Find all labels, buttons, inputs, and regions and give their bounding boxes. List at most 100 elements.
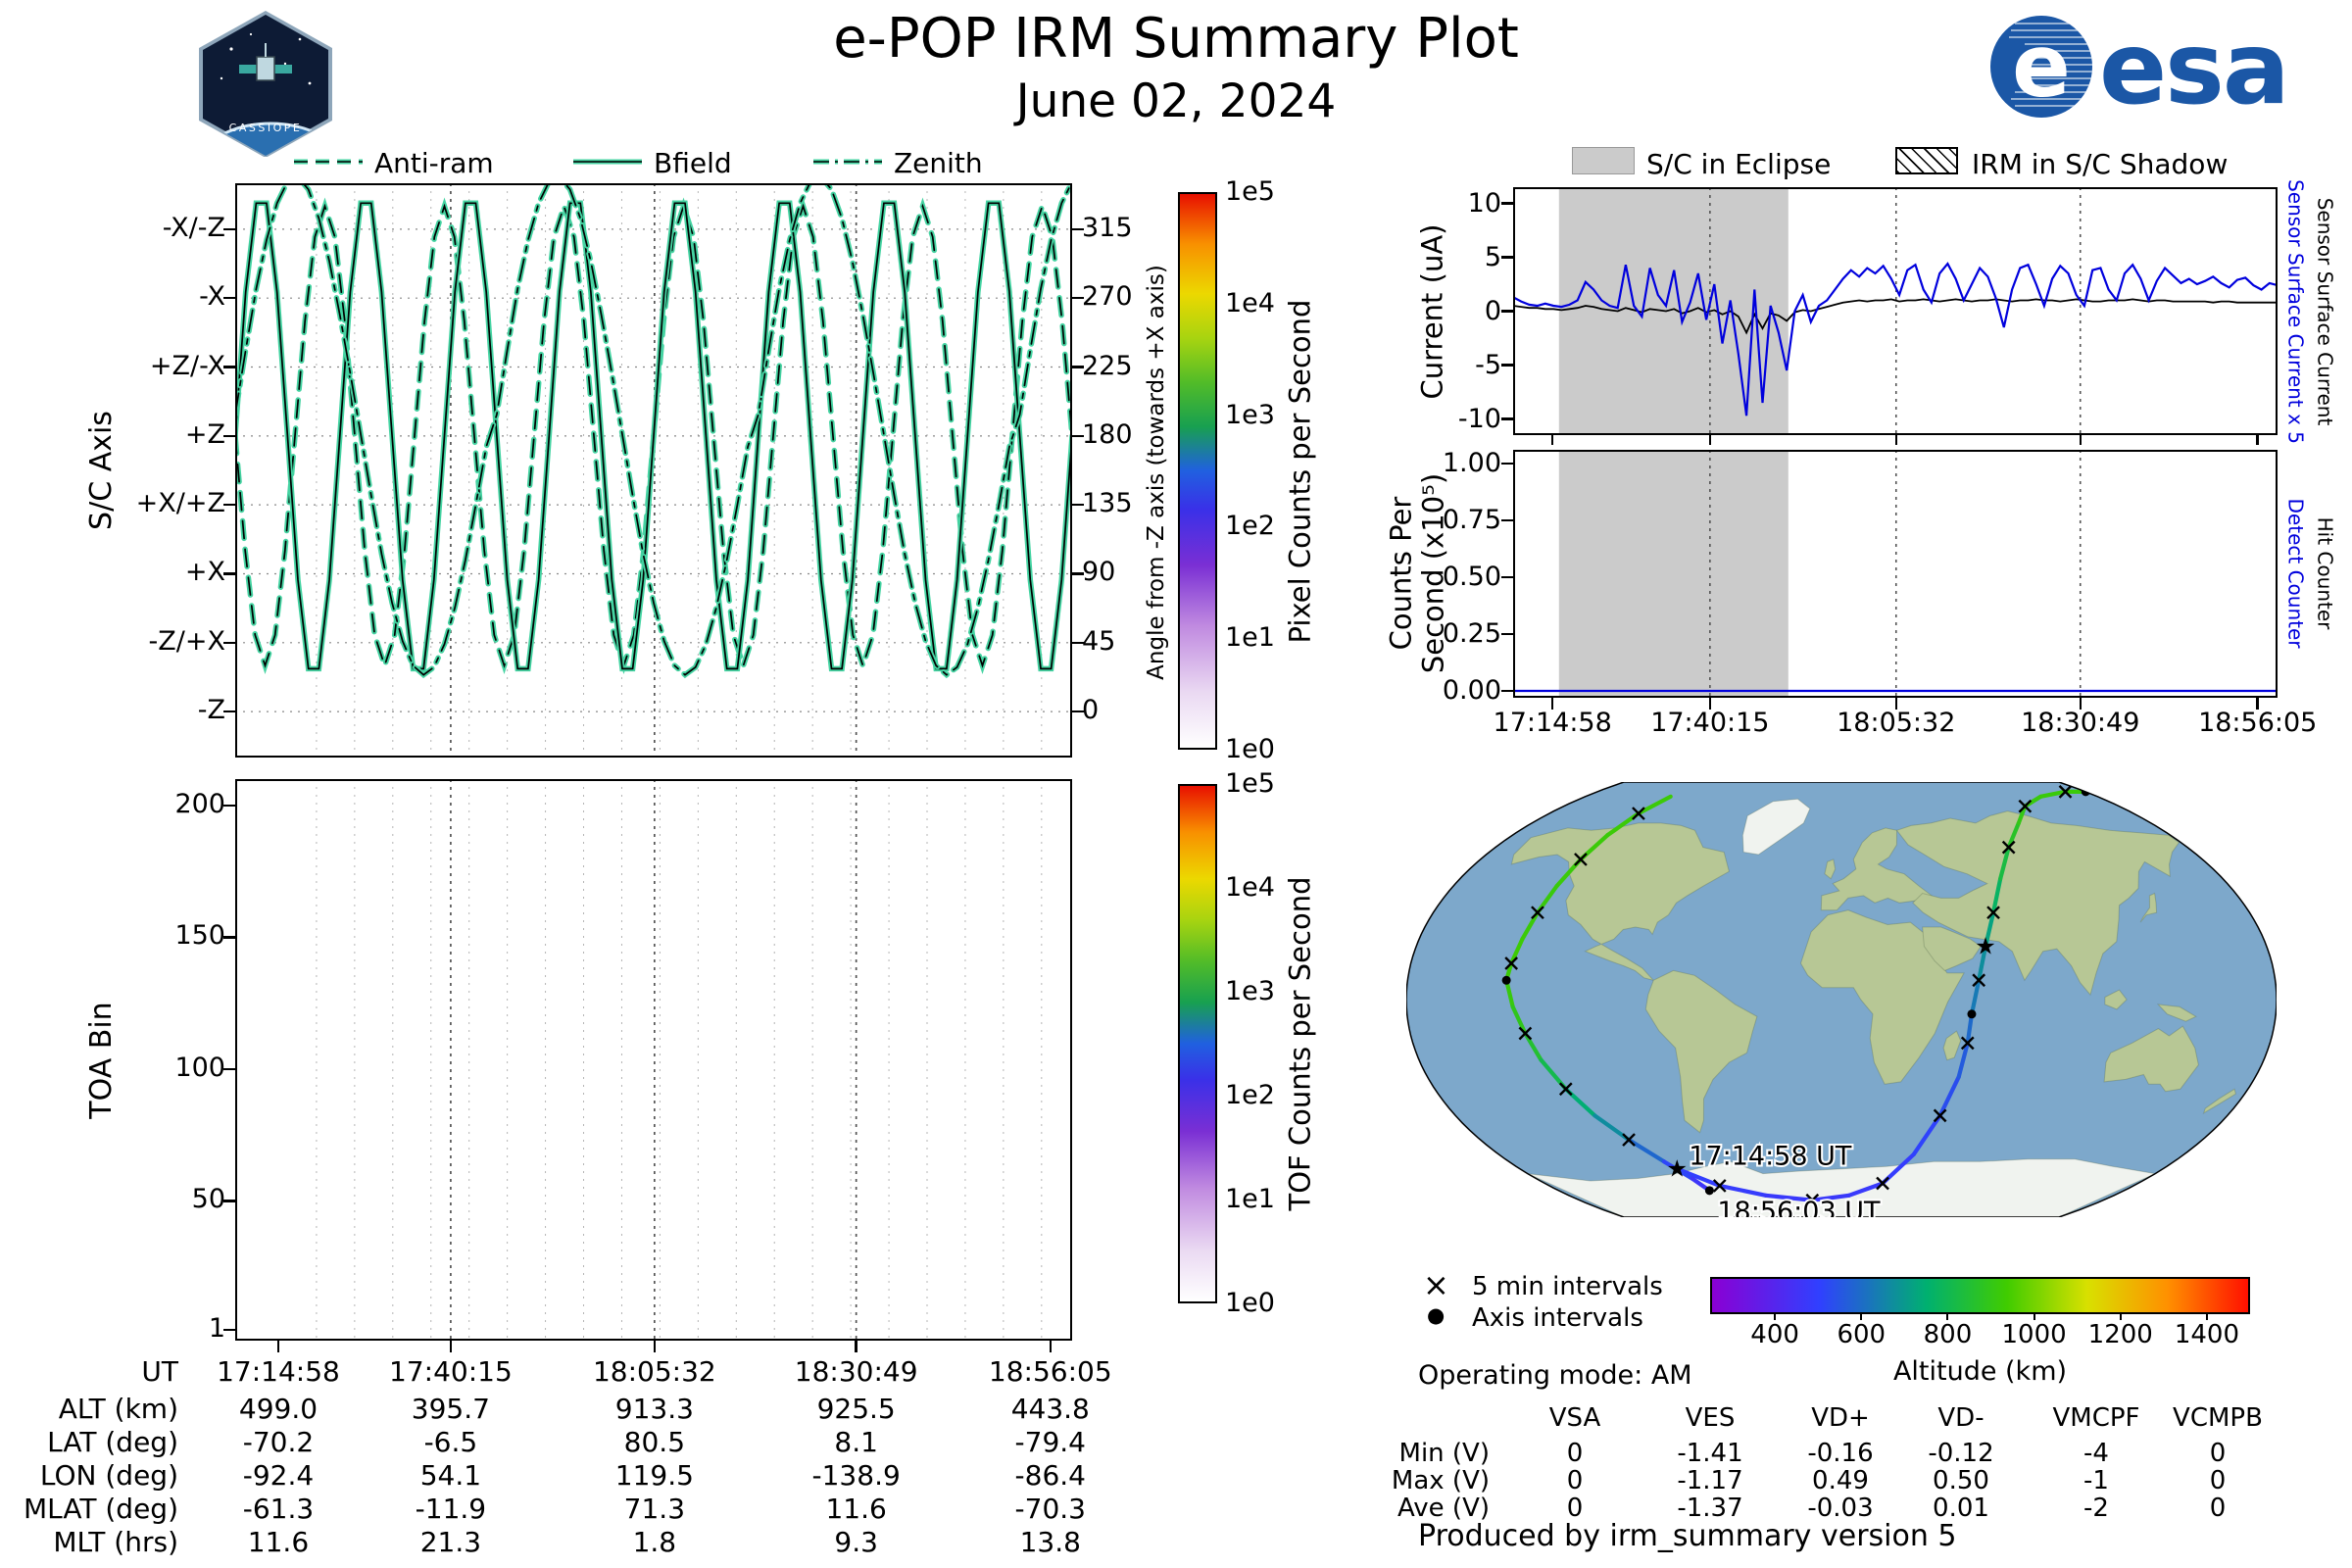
- legend-line-sample-solid: [573, 159, 642, 165]
- counts-plot: [1513, 450, 2278, 698]
- tick-mark: [2256, 698, 2259, 710]
- legend-item-label: Bfield: [654, 147, 732, 179]
- altitude-tick-label: 600: [1837, 1320, 1886, 1349]
- tof-colorbar-tick-label: 1e2: [1225, 1080, 1275, 1110]
- ephemeris-cell: 925.5: [816, 1393, 896, 1425]
- svg-text:★: ★: [1667, 1155, 1689, 1183]
- toa-ytick-label: 150: [174, 920, 225, 952]
- pixel-colorbar-tick-label: 1e4: [1225, 287, 1275, 318]
- tick-mark: [223, 572, 235, 575]
- tick-mark: [223, 641, 235, 645]
- ephemeris-cell: 8.1: [834, 1426, 878, 1458]
- altitude-colorbar: [1710, 1277, 2250, 1314]
- ephemeris-cell: -92.4: [242, 1459, 315, 1492]
- tick-mark: [1072, 641, 1084, 645]
- ephemeris-cell: -138.9: [811, 1459, 901, 1492]
- hit-counter-label: Hit Counter: [2313, 516, 2337, 630]
- voltage-cell: 0: [2209, 1439, 2227, 1468]
- cassiope-badge: CASSIOPE: [199, 11, 332, 157]
- dot-marker-glyph: ●: [1427, 1303, 1446, 1327]
- voltage-header: VD+: [1811, 1403, 1870, 1433]
- sc-ytick-label: -X/-Z: [162, 212, 225, 243]
- voltage-cell: -1.41: [1677, 1439, 1743, 1468]
- tick-mark: [449, 1341, 453, 1352]
- angle-tick-label: 90: [1082, 557, 1116, 588]
- angle-axis-label: Angle from -Z axis (towards +X axis): [1143, 265, 1169, 680]
- right-xtick-label: 18:30:49: [2021, 708, 2140, 738]
- tick-mark: [223, 804, 235, 808]
- voltage-cell: 0.01: [1933, 1494, 1989, 1523]
- tick-mark: [1708, 435, 1712, 445]
- ephemeris-cell: -61.3: [242, 1493, 315, 1525]
- pixel-colorbar: [1178, 192, 1217, 750]
- tof-colorbar: [1178, 784, 1217, 1303]
- ephemeris-cell: 119.5: [614, 1459, 694, 1492]
- tick-mark: [1860, 1312, 1863, 1320]
- ephemeris-cell: -86.4: [1014, 1459, 1086, 1492]
- voltage-cell: -0.12: [1928, 1439, 1994, 1468]
- tick-mark: [1550, 435, 1554, 445]
- tick-mark: [2079, 698, 2082, 710]
- tick-mark: [2256, 435, 2259, 445]
- angle-tick-label: 315: [1082, 212, 1133, 243]
- ephemeris-cell: 13.8: [1019, 1526, 1081, 1558]
- sc-ytick-label: +X: [184, 557, 225, 588]
- ephemeris-cell: 18:05:32: [592, 1355, 716, 1388]
- ephemeris-cell: 80.5: [623, 1426, 686, 1458]
- tof-colorbar-tick-label: 1e1: [1225, 1184, 1275, 1214]
- track-start-label: 17:14:58 UT: [1689, 1142, 1852, 1172]
- current-ytick-label: -5: [1475, 349, 1501, 380]
- voltage-cell: 0: [1566, 1494, 1584, 1523]
- angle-tick-label: 135: [1082, 488, 1133, 519]
- ephemeris-cell: 11.6: [825, 1493, 887, 1525]
- sc-ytick-label: +Z/-X: [149, 350, 225, 381]
- tick-mark: [1072, 710, 1084, 713]
- esa-wordmark: esa: [2099, 11, 2288, 125]
- voltage-cell: -0.16: [1807, 1439, 1874, 1468]
- tick-mark: [223, 366, 235, 368]
- cross-legend-label: 5 min intervals: [1472, 1272, 1663, 1301]
- tick-mark: [1501, 575, 1513, 579]
- tick-mark: [223, 296, 235, 300]
- ephemeris-cell: -6.5: [423, 1426, 478, 1458]
- ephemeris-cell: 913.3: [614, 1393, 694, 1425]
- tick-mark: [1501, 256, 1513, 259]
- voltage-cell: 0: [1566, 1466, 1584, 1495]
- tick-mark: [2205, 1312, 2208, 1320]
- shadow-legend-swatch: [1895, 147, 1958, 174]
- tick-mark: [1894, 435, 1898, 445]
- sc-axis-plot: [235, 183, 1072, 758]
- voltage-header: VES: [1685, 1403, 1736, 1433]
- tof-colorbar-tick-label: 1e5: [1225, 768, 1275, 799]
- tick-mark: [223, 503, 235, 507]
- ephemeris-row-label: ALT (km): [58, 1393, 178, 1425]
- tick-mark: [1501, 310, 1513, 313]
- altitude-bar-label: Altitude (km): [1892, 1356, 2068, 1387]
- tick-mark: [276, 1341, 280, 1352]
- ephemeris-cell: 1.8: [632, 1526, 677, 1558]
- toa-ytick-label: 100: [174, 1052, 225, 1083]
- voltage-cell: 0: [2209, 1494, 2227, 1523]
- tof-colorbar-tick-label: 1e3: [1225, 976, 1275, 1006]
- tick-mark: [1501, 689, 1513, 693]
- cross-marker-glyph: ×: [1423, 1266, 1449, 1303]
- angle-tick-label: 0: [1082, 695, 1100, 726]
- right-xtick-label: 17:14:58: [1493, 708, 1612, 738]
- tick-mark: [223, 710, 235, 713]
- tick-mark: [1072, 572, 1084, 575]
- tick-mark: [1501, 364, 1513, 367]
- badge-background: [203, 15, 328, 154]
- pixel-colorbar-tick-label: 1e5: [1225, 176, 1275, 207]
- voltage-header: VD-: [1937, 1403, 1984, 1433]
- legend-item-label: Zenith: [894, 147, 983, 179]
- ephemeris-cell: 11.6: [247, 1526, 310, 1558]
- badge-label: CASSIOPE: [229, 122, 303, 134]
- tick-mark: [1550, 698, 1554, 710]
- ephemeris-cell: 395.7: [411, 1393, 490, 1425]
- badge-satellite: [239, 43, 292, 81]
- angle-tick-label: 180: [1082, 418, 1133, 450]
- sc-ytick-label: +X/+Z: [135, 488, 225, 519]
- ephemeris-cell: 18:56:05: [988, 1355, 1112, 1388]
- legend-line-sample-dashdot: [813, 159, 882, 165]
